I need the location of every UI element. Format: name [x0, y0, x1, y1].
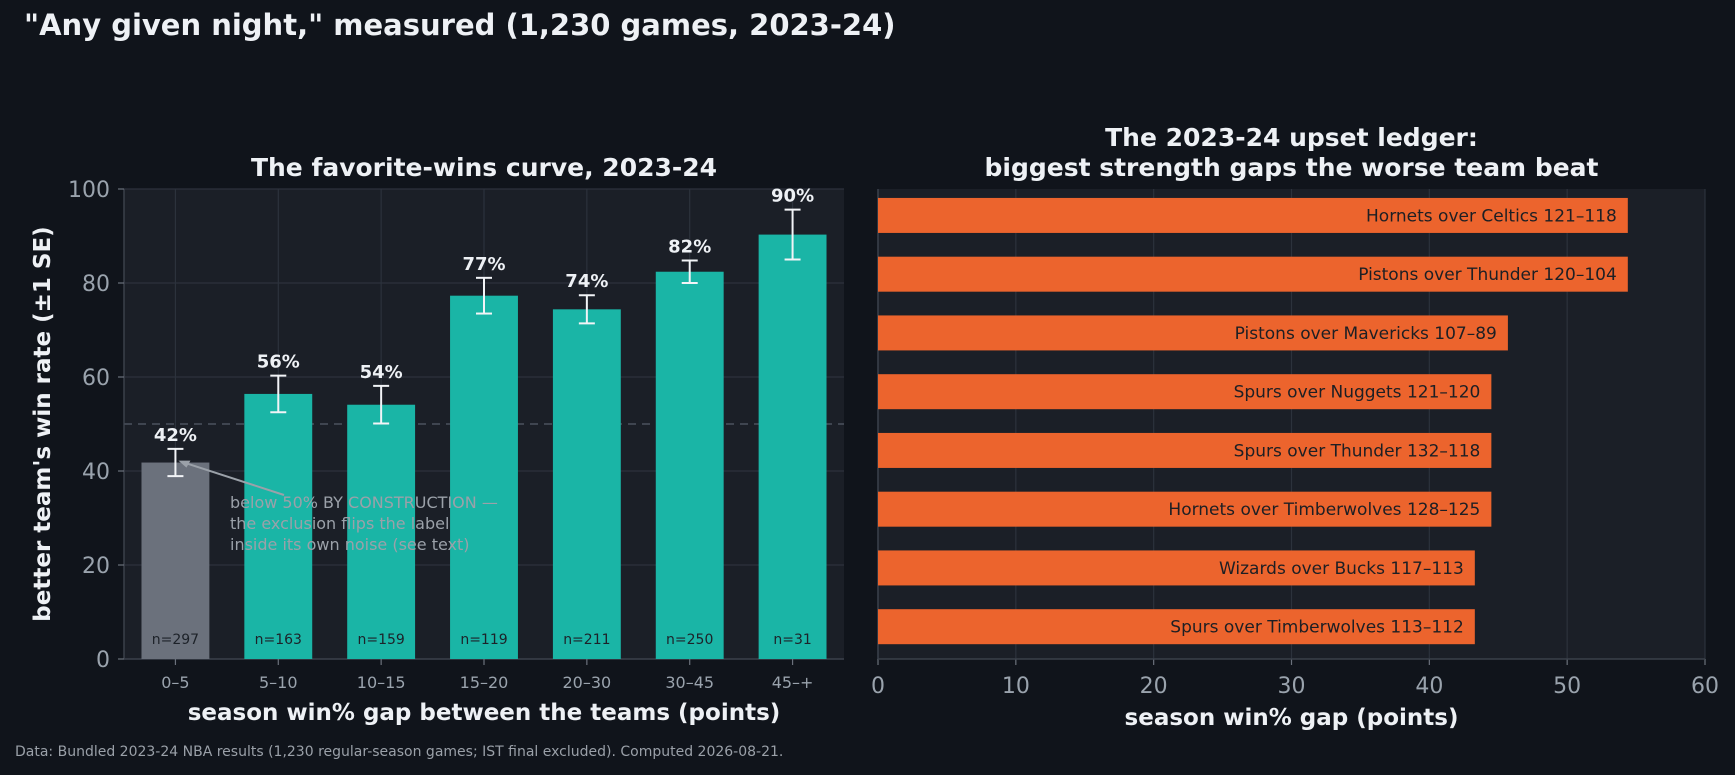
upset-bar [878, 374, 1492, 410]
upset-bar [878, 315, 1508, 351]
upset-bar [878, 491, 1492, 527]
annotation-text: the exclusion flips the label [230, 514, 449, 533]
bar-value-label: 42% [154, 425, 197, 446]
bar-value-label: 54% [360, 362, 403, 383]
y-tick-label: 60 [82, 366, 110, 391]
x-tick-label: 15–20 [460, 673, 509, 692]
page-title: "Any given night," measured (1,230 games… [24, 8, 896, 42]
y-tick-label: 100 [68, 178, 110, 203]
bar-value-label: 77% [462, 254, 505, 275]
x-axis-title: season win% gap between the teams (point… [188, 700, 781, 726]
y-tick-label: 80 [82, 272, 110, 297]
annotation-text: inside its own noise (see text) [230, 535, 470, 554]
x-tick-label: 0 [871, 674, 885, 699]
bar [141, 462, 210, 659]
bar-n-label: n=159 [357, 632, 404, 648]
bar-n-label: n=163 [255, 632, 302, 648]
upset-bar [878, 432, 1492, 468]
bar-value-label: 90% [771, 186, 814, 207]
upset-bar [878, 609, 1475, 645]
annotation-text: below 50% BY CONSTRUCTION — [230, 493, 498, 512]
x-tick-label: 10–15 [357, 673, 406, 692]
bar [655, 271, 724, 659]
bar-value-label: 82% [668, 236, 711, 257]
bar-n-label: n=31 [773, 632, 811, 648]
annotation-arrow [184, 461, 285, 496]
bar [347, 404, 416, 659]
upset-bar [878, 256, 1628, 292]
x-tick-label: 60 [1691, 674, 1719, 699]
y-tick-label: 0 [96, 648, 110, 673]
upset-bar-label: Pistons over Mavericks 107–89 [1235, 324, 1497, 344]
bar-value-label: 56% [257, 352, 300, 373]
x-tick-label: 50 [1553, 674, 1581, 699]
y-tick-label: 40 [82, 460, 110, 485]
y-axis-title: better team's win rate (±1 SE) [30, 226, 56, 621]
right-chart-title-line2: biggest strength gaps the worse team bea… [984, 153, 1598, 182]
upset-bar-label: Hornets over Celtics 121–118 [1366, 206, 1617, 226]
upset-bar-label: Wizards over Bucks 117–113 [1219, 559, 1464, 579]
favorite-wins-chart: 0 20 40 60 80 100 42% n=297 0–5 56% n=163 5–10 54% n=… [30, 153, 844, 726]
x-tick-label: 5–10 [259, 673, 298, 692]
x-axis-title: season win% gap (points) [1125, 705, 1459, 731]
bar [552, 309, 621, 659]
x-tick-label: 10 [1002, 674, 1030, 699]
x-tick-label: 30 [1278, 674, 1306, 699]
bar [758, 234, 827, 659]
y-tick-label: 20 [82, 554, 110, 579]
upset-bar-label: Spurs over Nuggets 121–120 [1234, 383, 1481, 403]
upset-bar-label: Hornets over Timberwolves 128–125 [1168, 500, 1480, 520]
left-chart-title: The favorite-wins curve, 2023-24 [251, 153, 717, 182]
x-tick-label: 30–45 [665, 673, 714, 692]
upset-bar [878, 550, 1475, 586]
upset-bar-label: Pistons over Thunder 120–104 [1358, 265, 1617, 285]
upset-bar-label: Spurs over Timberwolves 113–112 [1170, 618, 1464, 638]
upset-ledger-chart: 0 10 20 30 40 50 60 Hornets over Celtics 121–11… [871, 123, 1719, 731]
bar-n-label: n=119 [460, 632, 507, 648]
bar-value-label: 74% [565, 271, 608, 292]
bar-n-label: n=211 [563, 632, 610, 648]
bar [450, 295, 518, 659]
x-tick-label: 20 [1140, 674, 1168, 699]
footer-note: Data: Bundled 2023-24 NBA results (1,230… [15, 744, 784, 760]
bar-n-label: n=297 [152, 632, 199, 648]
x-tick-label: 0–5 [161, 673, 189, 692]
x-tick-label: 45–+ [772, 673, 814, 692]
x-tick-label: 20–30 [562, 673, 611, 692]
upset-bar [878, 197, 1628, 233]
bar-n-label: n=250 [666, 632, 713, 648]
annotation-arrowhead [178, 460, 191, 468]
x-tick-label: 40 [1415, 674, 1443, 699]
upset-bar-label: Spurs over Thunder 132–118 [1234, 441, 1481, 461]
bar [244, 393, 313, 659]
right-chart-title-line1: The 2023-24 upset ledger: [1105, 123, 1478, 152]
